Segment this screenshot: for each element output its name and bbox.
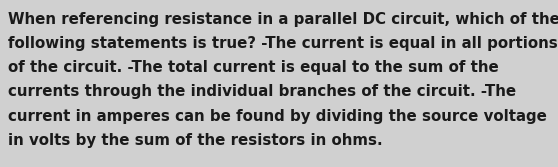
Text: current in amperes can be found by dividing the source voltage: current in amperes can be found by divid… (8, 109, 547, 124)
Text: following statements is true? -The current is equal in all portions: following statements is true? -The curre… (8, 36, 558, 51)
Text: in volts by the sum of the resistors in ohms.: in volts by the sum of the resistors in … (8, 133, 383, 148)
Text: of the circuit. -The total current is equal to the sum of the: of the circuit. -The total current is eq… (8, 60, 499, 75)
Text: When referencing resistance in a parallel DC circuit, which of the: When referencing resistance in a paralle… (8, 12, 558, 27)
Text: currents through the individual branches of the circuit. -The: currents through the individual branches… (8, 84, 517, 99)
